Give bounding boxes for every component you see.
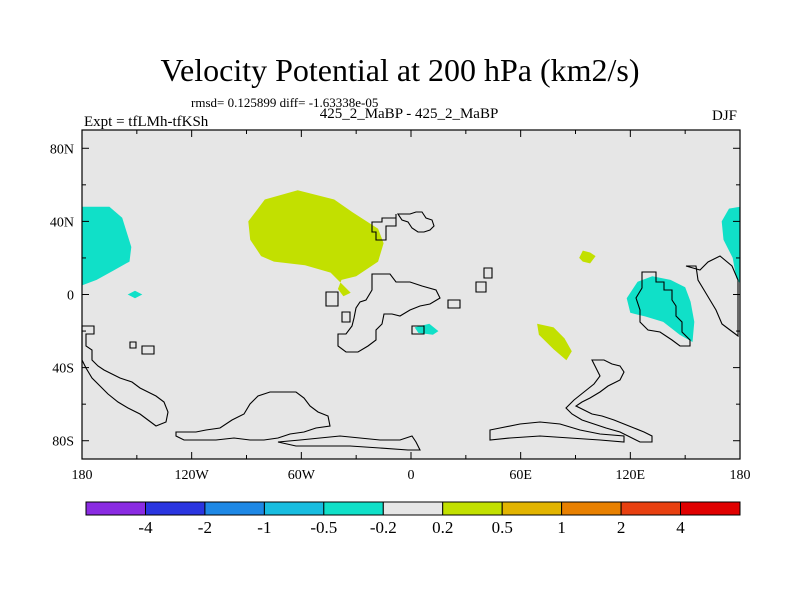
colorbar-level-label: 4 <box>676 518 685 537</box>
coastline-southern-ocean <box>565 359 653 443</box>
x-tick-label: 60W <box>288 468 316 483</box>
colorbar-level-label: 0.5 <box>491 518 513 537</box>
experiment-label: Expt = tfLMh-tfKSh <box>84 114 209 130</box>
chart-title: Velocity Potential at 200 hPa (km2/s) <box>160 52 640 88</box>
coastline-south-america-africa <box>371 214 397 241</box>
season-label: DJF <box>712 108 738 124</box>
coastline-antarctica-east <box>277 435 421 451</box>
colorbar-swatch <box>680 501 741 516</box>
chart-subtitle: 425_2_MaBP - 425_2_MaBP <box>319 106 499 122</box>
region-indian-ocean <box>537 323 572 361</box>
colorbar-swatch <box>204 501 265 516</box>
region-layer <box>82 190 740 361</box>
coastline-island-east <box>475 281 487 293</box>
colorbar-level-label: 0.2 <box>432 518 454 537</box>
coastline-island-far-east <box>483 267 493 279</box>
coastline-island-west <box>325 291 339 307</box>
coastline-australia-west <box>635 271 691 347</box>
coastline-africa-west <box>396 211 435 233</box>
x-tick-label: 0 <box>408 468 415 483</box>
colorbar-swatch <box>561 501 622 516</box>
region-central-asia <box>579 250 596 264</box>
axis-layer: 180 120W 60W 0 60E 120E 180 80N 40N 0 40S 80S <box>50 130 751 483</box>
coastline-antarctica-west <box>175 391 331 441</box>
region-east-pacific-northern <box>721 206 740 284</box>
y-tick-label: 0 <box>67 289 74 304</box>
colorbar-swatch <box>85 501 146 516</box>
colorbar-swatch <box>382 501 444 516</box>
stats-line: rmsd= 0.125899 diff= -1.63338e-05 <box>191 95 379 110</box>
colorbar-level-label: -0.2 <box>369 518 397 537</box>
region-mid-pacific-small <box>127 290 143 299</box>
coastline-australia-east <box>685 255 739 338</box>
coastline-west-edge <box>81 325 169 427</box>
region-maritime-continent <box>626 276 695 342</box>
x-tick-label: 180 <box>72 468 93 483</box>
colorbar-swatch <box>323 501 384 516</box>
coastline-layer <box>81 211 739 451</box>
y-tick-label: 80S <box>52 435 74 450</box>
colorbar-level-label: -0.5 <box>310 518 338 537</box>
y-tick-label: 40S <box>52 362 74 377</box>
colorbar-level-label: 1 <box>557 518 566 537</box>
x-tick-label: 180 <box>730 468 751 483</box>
region-west-pacific-northern <box>82 206 132 286</box>
colorbar-swatch <box>263 501 325 516</box>
x-tick-label: 120E <box>616 468 646 483</box>
y-tick-label: 80N <box>50 142 74 157</box>
x-tick-label: 60E <box>509 468 532 483</box>
colorbar-swatch <box>620 501 682 516</box>
colorbar-level-label: -1 <box>257 518 272 537</box>
colorbar <box>85 501 741 516</box>
coastline-africa-central <box>337 273 441 353</box>
colorbar-swatch <box>145 501 206 516</box>
coastline-west-islands <box>129 341 155 355</box>
colorbar-level-label: 2 <box>616 518 626 537</box>
y-tick-label: 40N <box>50 215 74 230</box>
colorbar-swatch <box>442 501 503 516</box>
coastline-island-mid <box>447 299 461 309</box>
colorbar-swatch <box>501 501 563 516</box>
region-atlantic-north <box>248 190 384 297</box>
coastline-antarctica-far-east <box>489 421 625 443</box>
colorbar-level-label: -2 <box>197 518 212 537</box>
x-tick-label: 120W <box>175 468 210 483</box>
colorbar-level-label: -4 <box>138 518 153 537</box>
coastline-central-islands <box>341 311 425 335</box>
